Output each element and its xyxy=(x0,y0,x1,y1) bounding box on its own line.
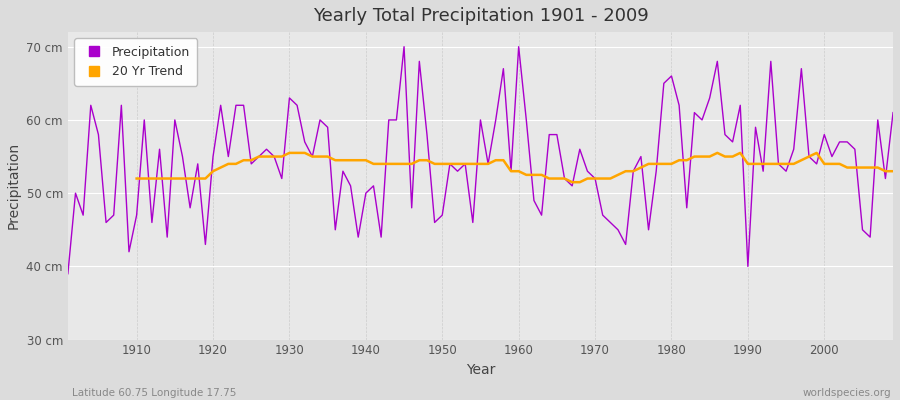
X-axis label: Year: Year xyxy=(466,363,495,377)
Text: worldspecies.org: worldspecies.org xyxy=(803,388,891,398)
Title: Yearly Total Precipitation 1901 - 2009: Yearly Total Precipitation 1901 - 2009 xyxy=(312,7,648,25)
Y-axis label: Precipitation: Precipitation xyxy=(7,142,21,230)
Text: Latitude 60.75 Longitude 17.75: Latitude 60.75 Longitude 17.75 xyxy=(72,388,237,398)
Legend: Precipitation, 20 Yr Trend: Precipitation, 20 Yr Trend xyxy=(74,38,197,86)
